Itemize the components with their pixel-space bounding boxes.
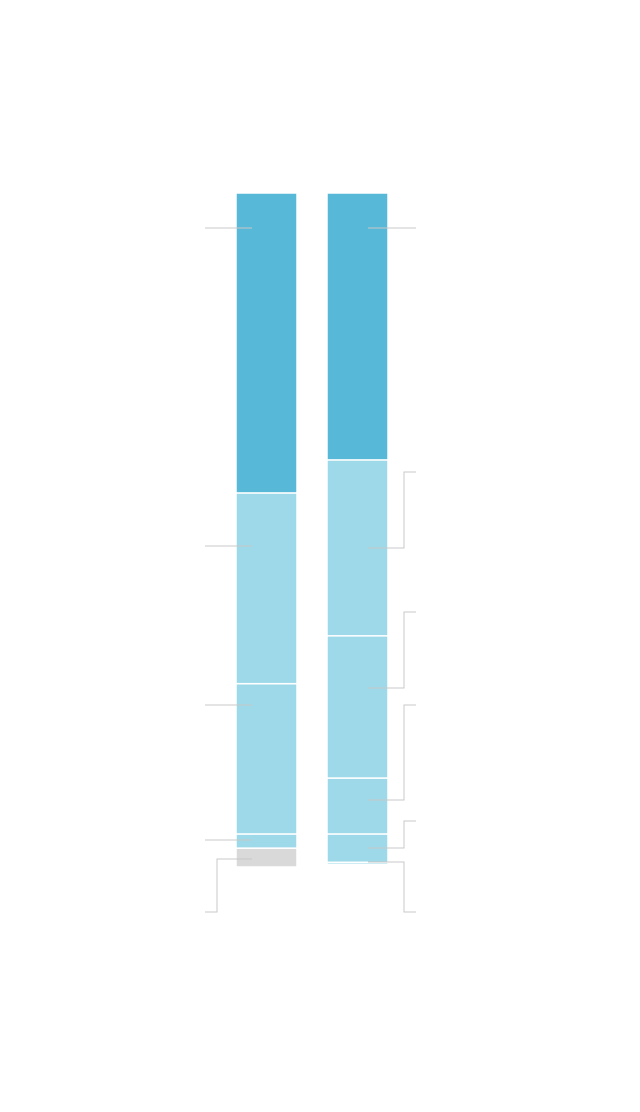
leader-line — [368, 704, 416, 801]
bar-segment — [326, 635, 389, 779]
leader-line — [368, 471, 416, 549]
bar-segment — [235, 682, 298, 835]
bar-segment — [235, 833, 298, 849]
bar-segment — [235, 847, 298, 868]
leader-line — [368, 861, 416, 913]
bar-segment — [235, 192, 298, 494]
leader-line — [205, 858, 252, 913]
leader-line — [368, 611, 416, 689]
bar-segment — [326, 192, 389, 461]
leader-line — [368, 820, 416, 849]
leader-lines — [205, 227, 416, 913]
bar-segment — [235, 492, 298, 685]
bar-segment — [326, 777, 389, 835]
